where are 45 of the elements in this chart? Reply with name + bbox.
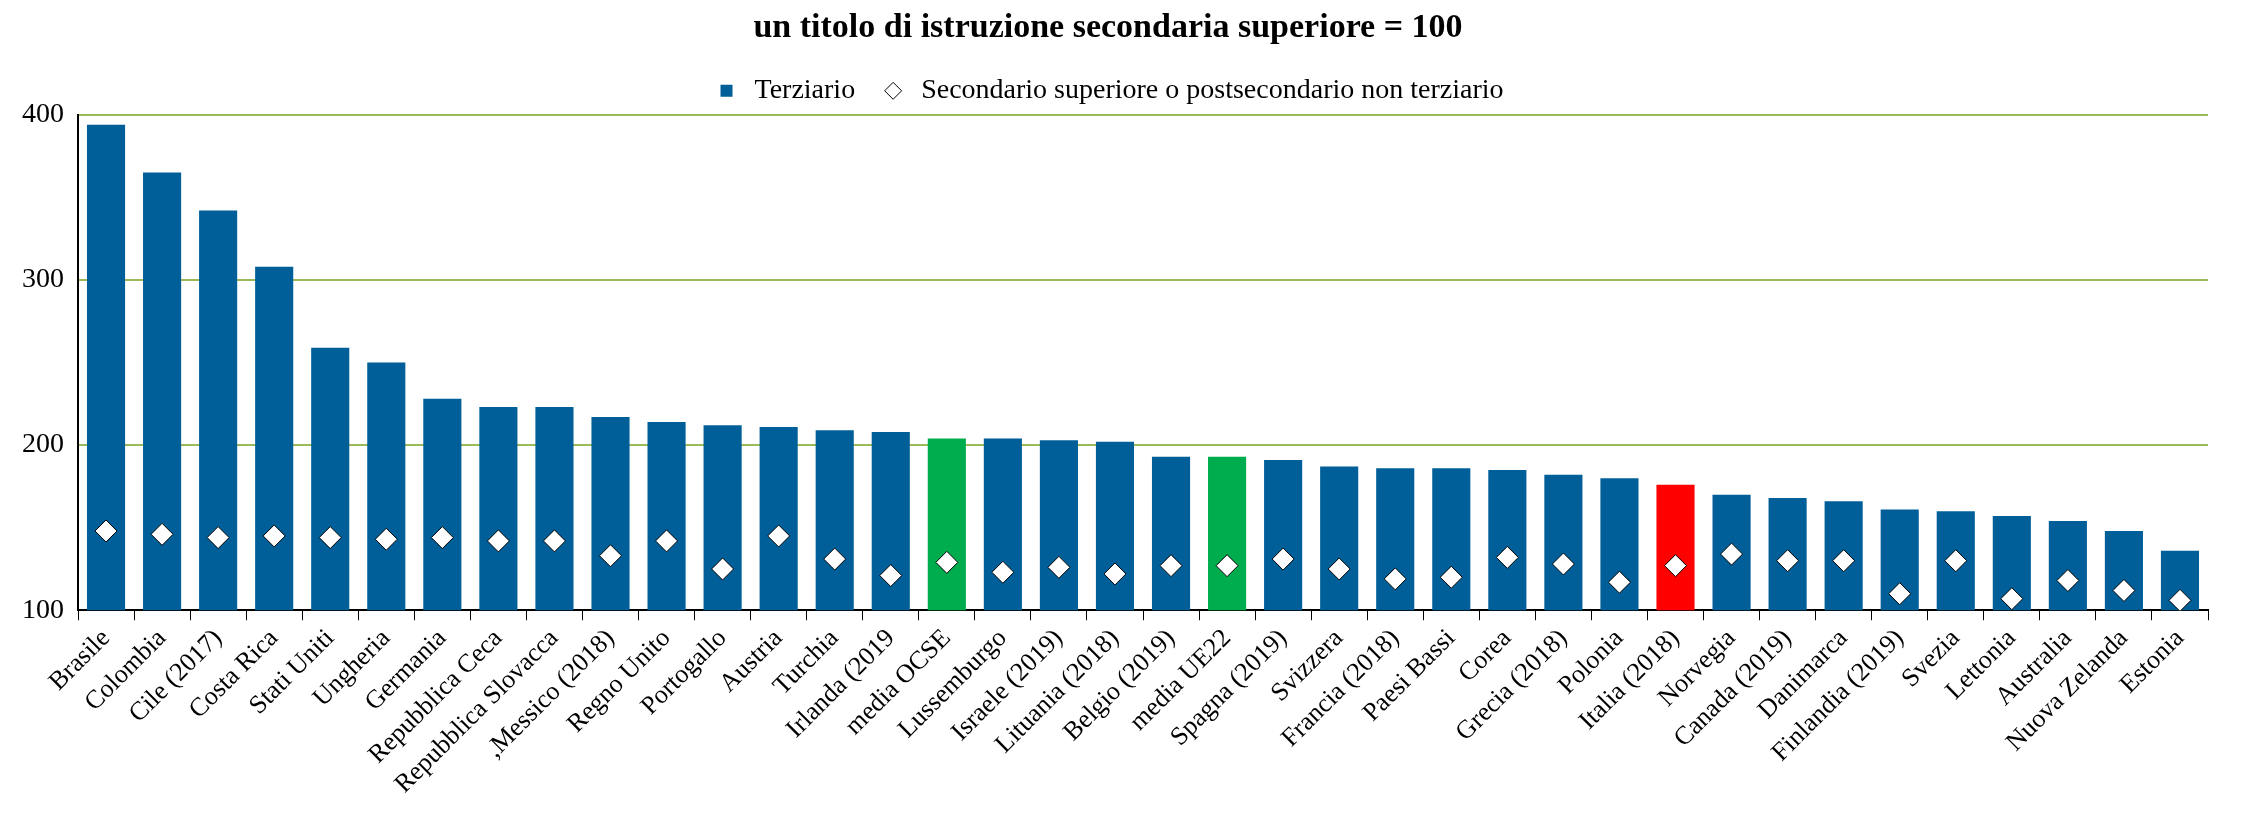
point xyxy=(2000,587,2024,611)
point xyxy=(1439,565,1463,589)
point xyxy=(1495,545,1519,569)
point xyxy=(1720,542,1744,566)
point xyxy=(262,524,286,548)
point xyxy=(767,524,791,548)
point xyxy=(2168,588,2192,611)
point xyxy=(991,560,1015,584)
point xyxy=(1215,554,1239,578)
point xyxy=(1551,552,1575,576)
point xyxy=(879,564,903,588)
point xyxy=(94,519,118,543)
y-tick-label: 400 xyxy=(22,97,64,129)
legend-label: Terziario xyxy=(754,73,856,105)
point xyxy=(935,550,959,574)
point xyxy=(374,527,398,551)
point xyxy=(655,529,679,553)
point xyxy=(430,526,454,550)
y-tick-label: 300 xyxy=(22,262,64,294)
point xyxy=(542,529,566,553)
point xyxy=(1664,554,1687,578)
point xyxy=(1047,555,1071,579)
point xyxy=(599,544,622,568)
point xyxy=(2112,578,2136,602)
point xyxy=(150,522,174,546)
point xyxy=(1159,554,1183,578)
point xyxy=(1103,562,1127,586)
point xyxy=(2056,569,2080,593)
point xyxy=(1832,549,1856,573)
point xyxy=(711,557,735,581)
point xyxy=(1383,567,1407,591)
point xyxy=(318,526,342,550)
point xyxy=(823,547,847,571)
point xyxy=(206,526,230,550)
point xyxy=(1271,547,1295,571)
point xyxy=(1888,582,1912,606)
point xyxy=(1607,570,1631,594)
point xyxy=(486,529,510,553)
point xyxy=(1776,549,1800,573)
legend-label: Secondario superiore o postsecondario non terziario xyxy=(921,73,1504,105)
y-tick-label: 100 xyxy=(22,592,64,624)
chart-title: un titolo di istruzione secondaria superiore = 100 xyxy=(753,7,1463,45)
point xyxy=(1327,557,1351,581)
y-tick-label: 200 xyxy=(22,427,64,459)
point xyxy=(1944,549,1968,573)
